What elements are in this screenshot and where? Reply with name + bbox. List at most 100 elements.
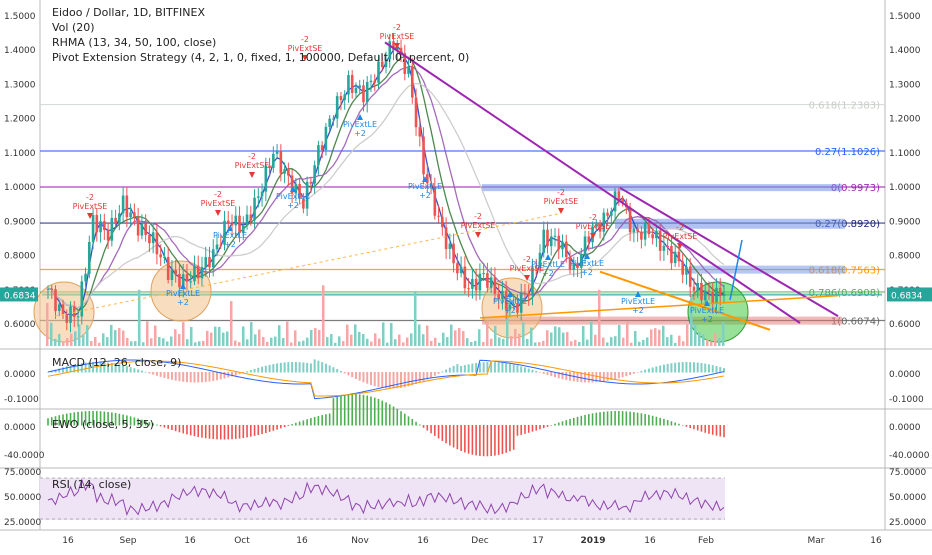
volume-bar	[258, 329, 261, 346]
ewo-bar	[212, 425, 215, 440]
ewo-bar	[366, 395, 369, 426]
ewo-bar	[708, 425, 710, 434]
macd-pane[interactable]	[47, 359, 725, 400]
candle-body	[181, 274, 185, 288]
ewo-bar	[685, 425, 688, 427]
volume-bar	[122, 330, 125, 346]
macd-hist-bar	[268, 364, 271, 373]
candle-body	[279, 151, 283, 174]
volume-bar	[462, 331, 465, 346]
ewo-bar	[197, 425, 200, 437]
candle-body	[429, 183, 433, 188]
volume-bar	[694, 324, 697, 346]
ewo-bar	[531, 425, 534, 432]
candles[interactable]	[46, 33, 726, 333]
volume-bar	[62, 342, 65, 346]
ewo-bar	[715, 425, 718, 436]
ewo-bar	[689, 425, 691, 429]
volume-bar	[98, 342, 101, 346]
ewo-bar	[65, 413, 68, 426]
volume-bar	[82, 334, 85, 346]
volume-bar	[622, 337, 625, 346]
candle-body	[456, 263, 459, 274]
candle-body	[343, 94, 346, 100]
volume-bar	[574, 339, 577, 346]
ewo-bar	[355, 394, 357, 426]
macd-hist-bar	[445, 369, 448, 373]
volume-bar	[674, 342, 677, 346]
candle-body	[230, 224, 234, 226]
volume-bar	[90, 341, 93, 346]
candle-body	[598, 224, 602, 232]
ewo-bar	[88, 411, 91, 426]
candle-body	[91, 214, 95, 243]
candle-body	[407, 66, 410, 74]
volume-bar	[50, 322, 53, 346]
candle-body	[561, 241, 564, 250]
macd-hist-bar	[531, 369, 534, 373]
candle-body	[403, 53, 407, 74]
ewo-bar	[554, 423, 556, 426]
pane-tick-left: 0.0000	[4, 370, 36, 380]
ewo-bar	[62, 414, 64, 426]
macd-hist-bar	[403, 372, 406, 388]
ewo-bar	[340, 395, 342, 426]
ewo-bar	[96, 411, 98, 426]
candle-body	[489, 277, 493, 288]
volume-bars	[46, 285, 725, 346]
volume-bar	[202, 340, 205, 346]
volume-bar	[406, 337, 409, 346]
macd-hist-bar	[674, 362, 677, 373]
macd-hist-bar	[542, 372, 545, 374]
candle-body	[166, 256, 170, 281]
volume-bar	[702, 334, 705, 346]
rsi-pane[interactable]	[40, 477, 725, 520]
macd-hist-bar	[242, 372, 245, 373]
volume-bar	[438, 342, 441, 346]
volume-bar	[118, 328, 121, 346]
signal-value-15: +2	[504, 306, 516, 315]
macd-hist-bar	[685, 362, 688, 373]
macd-hist-bar	[294, 362, 297, 373]
volume-bar	[106, 337, 109, 346]
signal-arrow-5	[475, 232, 481, 238]
candle-body	[136, 217, 140, 236]
volume-bar	[426, 325, 429, 346]
macd-hist-bar	[167, 372, 170, 379]
volume-bar	[662, 325, 665, 346]
volume-bar	[646, 337, 649, 346]
ewo-bar	[257, 425, 260, 435]
ewo-bar	[114, 413, 117, 426]
volume-bar	[714, 332, 717, 346]
macd-hist-bar	[392, 372, 395, 389]
volume-bar	[170, 336, 173, 346]
ewo-pane[interactable]	[47, 394, 725, 457]
signal-value-7: -2	[557, 188, 565, 197]
volume-bar	[590, 321, 593, 346]
signal-value-11: +2	[224, 240, 236, 249]
macd-hist-bar	[644, 369, 647, 373]
volume-bar	[506, 300, 509, 346]
candle-body	[715, 287, 718, 304]
candle-body	[204, 257, 208, 267]
macd-hist-bar	[347, 372, 350, 376]
signal-label-18: PivExtLE	[621, 297, 655, 306]
ewo-bar	[126, 415, 128, 426]
macd-hist-bar	[133, 368, 136, 373]
ewo-bar	[234, 425, 237, 439]
ewo-bar	[644, 414, 646, 426]
candle-body	[332, 118, 335, 120]
volume-bar	[222, 332, 225, 346]
macd-hist-bar	[291, 362, 294, 373]
ewo-bar	[524, 425, 526, 434]
ewo-bar	[681, 425, 684, 426]
candle-body	[377, 61, 380, 83]
candle-body	[95, 214, 99, 233]
ewo-bar	[546, 425, 549, 427]
macd-hist-bar	[400, 372, 403, 388]
macd-hist-bar	[373, 372, 376, 387]
ewo-bar	[73, 412, 76, 426]
macd-hist-bar	[358, 372, 361, 381]
